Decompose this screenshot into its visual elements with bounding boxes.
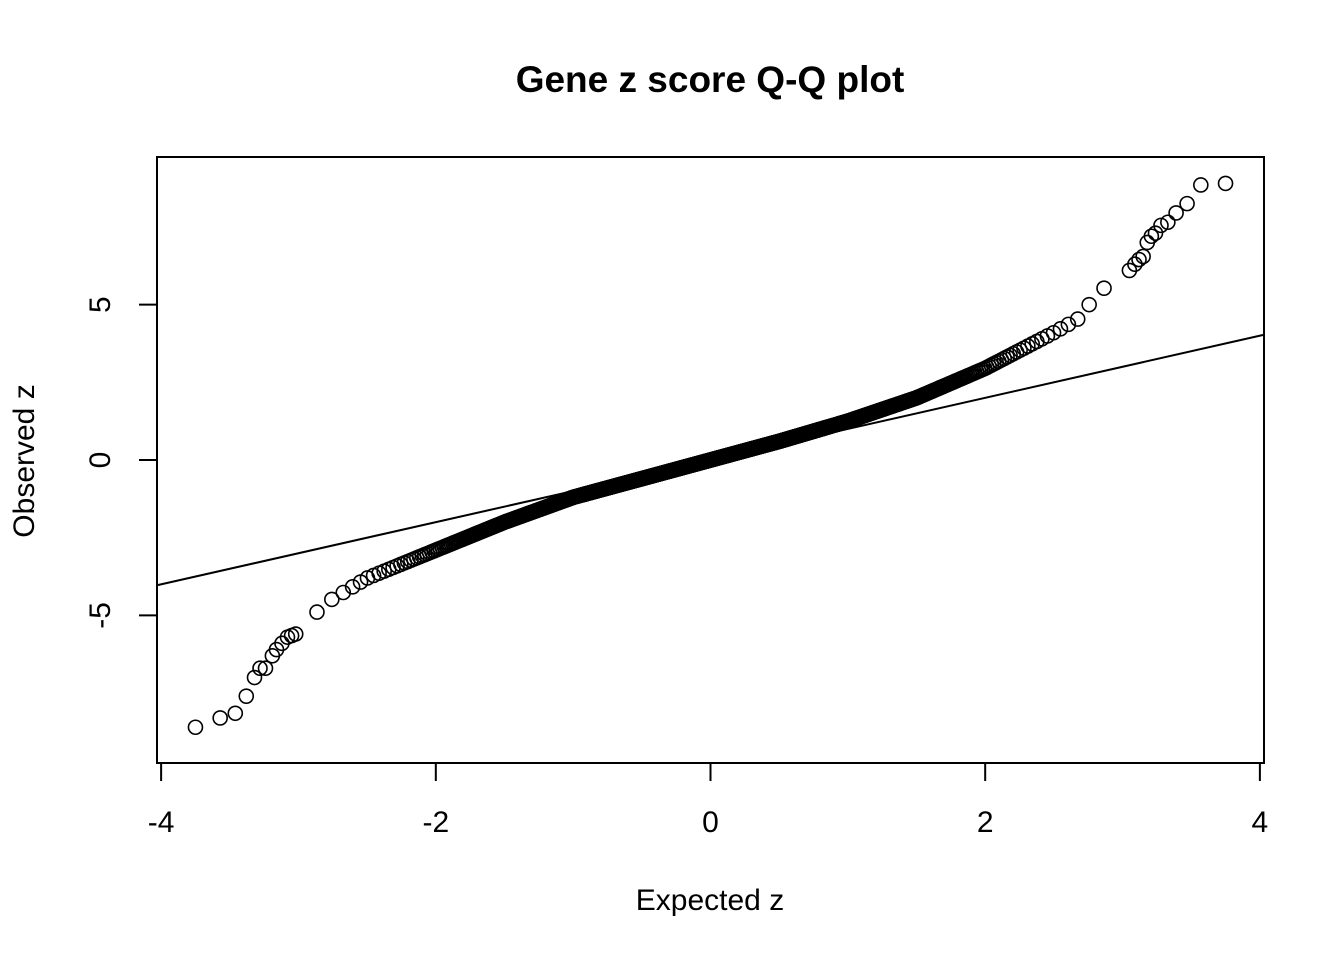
y-tick-label: -5 bbox=[84, 602, 117, 629]
data-point bbox=[1168, 205, 1184, 221]
y-tick-label: 0 bbox=[84, 452, 117, 469]
x-tick-label: -4 bbox=[148, 806, 175, 839]
data-point bbox=[1131, 251, 1147, 268]
x-tick-label: 0 bbox=[702, 806, 719, 839]
data-point bbox=[1135, 248, 1151, 265]
y-axis-title: Observed z bbox=[8, 384, 41, 537]
data-point bbox=[238, 688, 255, 704]
x-tick-label: 4 bbox=[1252, 806, 1269, 839]
data-point bbox=[1147, 225, 1164, 241]
data-point bbox=[227, 705, 244, 722]
data-point bbox=[1052, 321, 1069, 337]
data-point bbox=[287, 626, 304, 642]
y-tick-label: 5 bbox=[84, 296, 117, 313]
data-point bbox=[1096, 280, 1112, 296]
data-point bbox=[344, 579, 361, 595]
data-point bbox=[1217, 175, 1234, 192]
data-point bbox=[257, 660, 274, 677]
y-axis: -5 0 5 bbox=[84, 296, 158, 629]
data-point bbox=[1179, 195, 1195, 212]
data-point bbox=[1153, 217, 1169, 234]
data-point bbox=[1060, 316, 1077, 333]
data-point bbox=[1160, 214, 1176, 231]
data-point bbox=[1127, 256, 1143, 273]
chart-title: Gene z score Q-Q plot bbox=[516, 59, 905, 100]
x-axis-title: Expected z bbox=[636, 884, 784, 917]
data-point bbox=[187, 719, 204, 736]
data-point bbox=[212, 710, 228, 726]
data-point bbox=[324, 591, 340, 608]
x-tick-label: 2 bbox=[977, 806, 994, 839]
data-point bbox=[1081, 296, 1097, 313]
points-group bbox=[187, 175, 1234, 736]
data-point bbox=[1069, 311, 1086, 327]
data-point bbox=[1193, 177, 1209, 193]
data-point bbox=[246, 669, 263, 686]
x-axis: -4 -2 0 2 4 bbox=[148, 762, 1269, 839]
data-point bbox=[309, 604, 325, 620]
data-point bbox=[1143, 228, 1160, 245]
data-point bbox=[252, 660, 268, 677]
data-point bbox=[335, 584, 352, 601]
x-tick-label: -2 bbox=[422, 806, 449, 839]
